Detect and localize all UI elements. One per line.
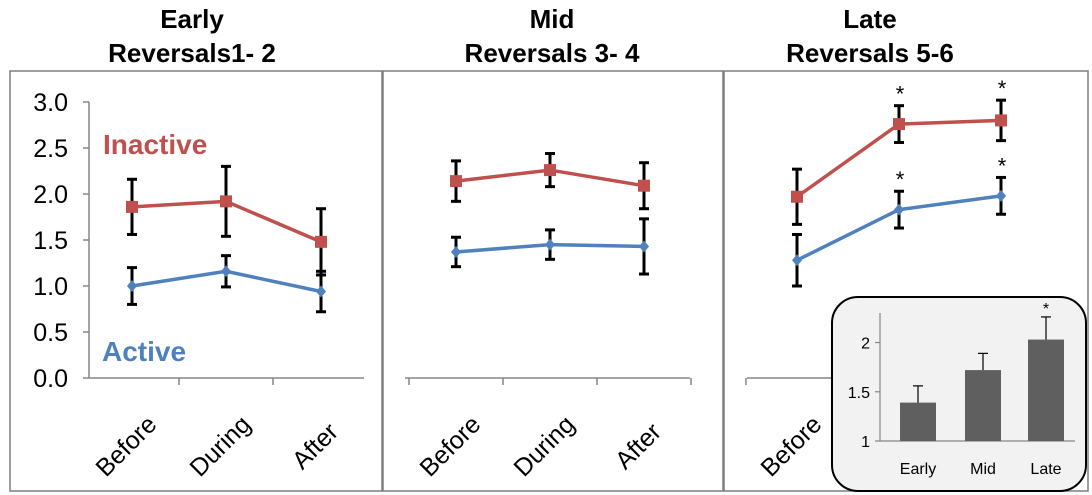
marker-inactive bbox=[893, 118, 905, 131]
inset-bar bbox=[900, 402, 936, 441]
inset-chart: 1 1.5 2 Early Mid * Late bbox=[831, 296, 1087, 492]
significance-star: * bbox=[998, 76, 1007, 101]
marker-active bbox=[221, 265, 231, 278]
marker-inactive bbox=[791, 190, 803, 203]
marker-active bbox=[996, 189, 1006, 202]
marker-inactive bbox=[315, 235, 327, 248]
inactive-label: Inactive bbox=[103, 129, 207, 160]
inset-x-tick-label: Late bbox=[1030, 461, 1061, 478]
inset-bar bbox=[1028, 339, 1064, 441]
y-tick-label: 1.0 bbox=[33, 273, 68, 301]
marker-inactive bbox=[450, 175, 462, 188]
y-tick-label: 0.0 bbox=[33, 365, 68, 393]
panel-title-late-line2: Reversals 5-6 bbox=[786, 38, 954, 68]
marker-inactive bbox=[544, 164, 556, 177]
inset-bar bbox=[965, 370, 1001, 441]
significance-star: * bbox=[998, 153, 1007, 178]
marker-active bbox=[639, 240, 649, 253]
significance-star: * bbox=[896, 167, 905, 192]
x-tick-label: Before bbox=[414, 410, 486, 482]
marker-inactive bbox=[638, 179, 650, 192]
panel-title-mid-line2: Reversals 3- 4 bbox=[465, 38, 640, 68]
x-tick-label: During bbox=[184, 410, 256, 482]
panel-title-early-line2: Reversals1- 2 bbox=[108, 38, 276, 68]
error-bars: * * * * bbox=[127, 76, 1007, 314]
x-tick-labels: Before During After Before During After Before bbox=[90, 410, 827, 482]
y-tick-label: 1.5 bbox=[33, 227, 68, 255]
panel-frame-early bbox=[9, 70, 383, 492]
panel-title-late-line1: Late bbox=[843, 4, 896, 34]
marker-active bbox=[894, 203, 904, 216]
x-tick-label: During bbox=[508, 410, 580, 482]
marker-inactive bbox=[126, 200, 138, 213]
series-markers bbox=[126, 114, 1007, 298]
significance-star: * bbox=[896, 82, 905, 107]
x-tick-label: Before bbox=[90, 410, 162, 482]
inset-y-tick-label: 1 bbox=[861, 434, 870, 451]
panel-frame-mid bbox=[382, 70, 724, 492]
x-tick-label: After bbox=[287, 418, 344, 475]
inset-y-tick-label: 1.5 bbox=[848, 385, 870, 402]
marker-active bbox=[127, 280, 137, 292]
inset-significance-star: * bbox=[1043, 301, 1049, 318]
inset-y-tick-label: 2 bbox=[861, 336, 870, 353]
y-tick-label: 3.0 bbox=[33, 89, 68, 117]
marker-active bbox=[792, 254, 802, 267]
y-tick-label: 2.0 bbox=[33, 181, 68, 209]
marker-inactive bbox=[995, 114, 1007, 127]
x-tick-label: After bbox=[610, 418, 667, 475]
active-label: Active bbox=[102, 336, 186, 367]
inset-x-tick-label: Early bbox=[900, 461, 936, 478]
y-tick-label: 2.5 bbox=[33, 135, 68, 163]
marker-active bbox=[316, 285, 326, 298]
panel-title-mid-line1: Mid bbox=[530, 4, 575, 34]
y-tick-label: 0.5 bbox=[33, 319, 68, 347]
y-axis-ticks: 0.0 0.5 1.0 1.5 2.0 2.5 3.0 bbox=[33, 89, 68, 393]
marker-inactive bbox=[220, 195, 232, 208]
marker-active bbox=[545, 238, 555, 251]
x-tick-label: Before bbox=[755, 410, 827, 482]
inset-frame bbox=[831, 296, 1087, 492]
series-lines bbox=[131, 118, 1002, 294]
inset-x-tick-label: Mid bbox=[970, 461, 996, 478]
panel-title-early-line1: Early bbox=[160, 4, 224, 34]
marker-active bbox=[451, 245, 461, 258]
